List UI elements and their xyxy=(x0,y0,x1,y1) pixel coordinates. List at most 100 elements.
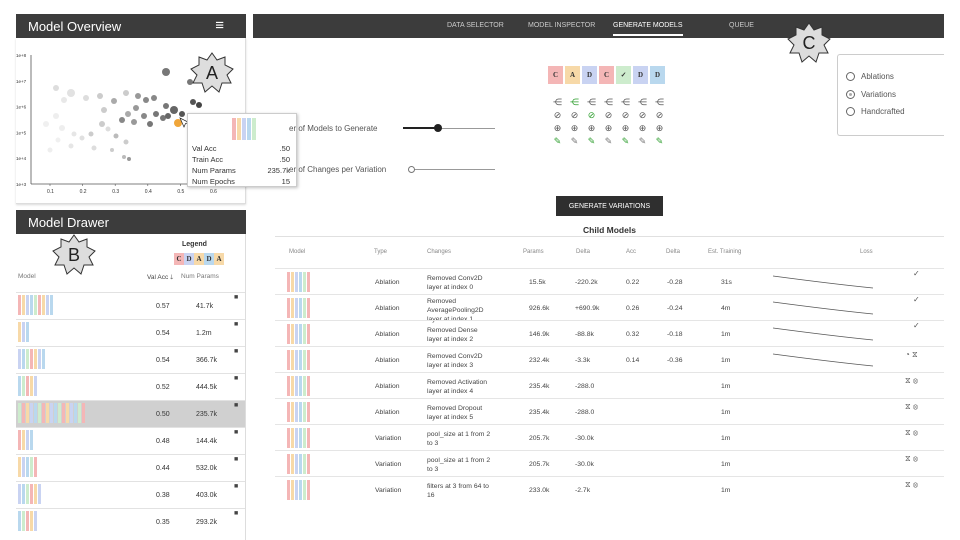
child-model-row[interactable]: Variation filters at 3 from 64 to 16 233.0k… xyxy=(275,476,944,502)
expand-icon[interactable]: ⋲ xyxy=(638,97,647,107)
drawer-row[interactable]: 0.50 235.7k ■ xyxy=(16,400,245,427)
drawer-row[interactable]: 0.35 293.2k ■ xyxy=(16,508,245,535)
model-point[interactable] xyxy=(97,93,103,99)
drawer-row[interactable]: 0.44 532.0k ■ xyxy=(16,454,245,481)
model-point[interactable] xyxy=(135,93,141,99)
model-point[interactable] xyxy=(174,119,182,127)
model-point[interactable] xyxy=(151,95,157,101)
variations-radio[interactable] xyxy=(846,90,855,99)
remove-layer-icon[interactable]: ⊘ xyxy=(587,110,596,120)
remove-layer-icon[interactable]: ⊘ xyxy=(604,110,613,120)
edit-layer-icon[interactable]: ✎ xyxy=(604,136,613,146)
row-status-icons[interactable]: ⧖ ⊗ xyxy=(905,454,919,463)
row-status-icons[interactable]: ✓ xyxy=(913,321,920,330)
model-point[interactable] xyxy=(196,102,202,108)
handcrafted-radio[interactable] xyxy=(846,107,855,116)
row-status-icons[interactable]: ⧖ ⊗ xyxy=(905,402,919,411)
model-point[interactable] xyxy=(127,157,131,161)
model-point[interactable] xyxy=(162,68,170,76)
trash-icon[interactable]: ■ xyxy=(234,429,239,436)
trash-icon[interactable]: ■ xyxy=(234,321,239,328)
row-status-icons[interactable]: ✓ xyxy=(913,295,920,304)
remove-layer-icon[interactable]: ⊘ xyxy=(621,110,630,120)
trash-icon[interactable]: ■ xyxy=(234,348,239,355)
model-point[interactable] xyxy=(55,137,61,143)
tab-data-selector[interactable]: DATA SELECTOR xyxy=(447,22,504,29)
model-point[interactable] xyxy=(133,105,139,111)
option-variations[interactable]: Variations xyxy=(846,90,896,99)
model-point[interactable] xyxy=(101,107,107,113)
generate-variations-button[interactable]: GENERATE VARIATIONS xyxy=(556,196,663,216)
child-model-row[interactable]: Variation pool_size at 1 from 2 to 3 205.7k… xyxy=(275,450,944,476)
child-model-row[interactable]: Ablation Removed Conv2D layer at index 0 15… xyxy=(275,268,944,294)
model-point[interactable] xyxy=(165,113,171,119)
changes-per-variation-slider[interactable] xyxy=(408,166,495,173)
model-point[interactable] xyxy=(122,155,126,159)
layer-chip[interactable]: D xyxy=(633,66,648,84)
model-point[interactable] xyxy=(99,121,105,127)
model-point[interactable] xyxy=(123,139,129,145)
col-val-acc-header[interactable]: Val Acc 🡓 xyxy=(147,274,174,281)
child-model-row[interactable]: Ablation Removed Dense layer at index 2 146… xyxy=(275,320,944,346)
trash-icon[interactable]: ■ xyxy=(234,294,239,301)
model-point[interactable] xyxy=(43,121,49,127)
model-point[interactable] xyxy=(119,117,125,123)
child-model-row[interactable]: Ablation Removed Conv2D layer at index 3 23… xyxy=(275,346,944,372)
layer-operation-icons[interactable]: ⋲ ⋲ ⋲ ⋲ ⋲ ⋲ ⋲ ⊘ ⊘ ⊘ ⊘ ⊘ ⊘ ⊘ ⊕ ⊕ ⊕ ⊕ ⊕ ⊕ ⊕ ✎ ✎ ✎ ✎ ✎ ✎ ✎ xyxy=(549,96,668,148)
drawer-row[interactable]: 0.38 403.0k ■ xyxy=(16,481,245,508)
model-point[interactable] xyxy=(160,115,166,121)
drawer-row[interactable]: 0.54 1.2m ■ xyxy=(16,319,245,346)
tab-generate-models[interactable]: GENERATE MODELS xyxy=(613,22,683,36)
model-point[interactable] xyxy=(110,148,114,152)
row-status-icons[interactable]: ⧖ ⊗ xyxy=(905,428,919,437)
model-point[interactable] xyxy=(83,95,89,101)
expand-icon[interactable]: ⋲ xyxy=(655,97,664,107)
trash-icon[interactable]: ■ xyxy=(234,402,239,409)
tab-model-inspector[interactable]: MODEL INSPECTOR xyxy=(528,22,596,29)
model-point[interactable] xyxy=(79,135,85,141)
model-point[interactable] xyxy=(113,133,119,139)
tab-queue[interactable]: QUEUE xyxy=(729,22,754,29)
expand-icon[interactable]: ⋲ xyxy=(604,97,613,107)
trash-icon[interactable]: ■ xyxy=(234,456,239,463)
option-ablations[interactable]: Ablations xyxy=(846,72,894,81)
edit-layer-icon[interactable]: ✎ xyxy=(570,136,579,146)
model-point[interactable] xyxy=(153,111,159,117)
row-status-icons[interactable]: ⧖ ⊗ xyxy=(905,376,919,385)
remove-layer-icon[interactable]: ⊘ xyxy=(638,110,647,120)
drawer-row[interactable]: 0.52 444.5k ■ xyxy=(16,373,245,400)
overview-scatter-plot[interactable]: 1e+8 1e+7 1e+6 1e+5 1e+4 1e+3 0.1 0.2 0.3 0.4 0.5 0… xyxy=(16,38,246,204)
hamburger-menu-icon[interactable]: ≡ xyxy=(215,17,224,34)
search-layer-icon[interactable]: ⊕ xyxy=(604,123,613,133)
layer-chip[interactable]: A xyxy=(565,66,580,84)
expand-icon[interactable]: ⋲ xyxy=(553,97,562,107)
edit-layer-icon[interactable]: ✎ xyxy=(638,136,647,146)
model-point[interactable] xyxy=(88,131,94,137)
drawer-row[interactable]: 0.57 41.7k ■ xyxy=(16,292,245,319)
slider-handle[interactable] xyxy=(434,124,442,132)
slider-handle[interactable] xyxy=(408,166,415,173)
model-point[interactable] xyxy=(111,98,117,104)
child-model-row[interactable]: Ablation Removed AveragePooling2D layer at … xyxy=(275,294,944,323)
ablations-radio[interactable] xyxy=(846,72,855,81)
search-layer-icon[interactable]: ⊕ xyxy=(570,123,579,133)
model-point[interactable] xyxy=(125,111,131,117)
model-point[interactable] xyxy=(131,119,137,125)
model-point[interactable] xyxy=(105,126,111,132)
edit-layer-icon[interactable]: ✎ xyxy=(655,136,664,146)
trash-icon[interactable]: ■ xyxy=(234,483,239,490)
model-point[interactable] xyxy=(170,106,178,114)
layer-chip[interactable]: D xyxy=(582,66,597,84)
model-point[interactable] xyxy=(163,103,169,109)
trash-icon[interactable]: ■ xyxy=(234,510,239,517)
model-point[interactable] xyxy=(59,125,65,131)
search-layer-icon[interactable]: ⊕ xyxy=(638,123,647,133)
child-model-row[interactable]: Variation pool_size at 1 from 2 to 3 205.7k… xyxy=(275,424,944,450)
model-point[interactable] xyxy=(190,99,196,105)
edit-layer-icon[interactable]: ✎ xyxy=(587,136,596,146)
model-point[interactable] xyxy=(91,145,97,151)
row-status-icons[interactable]: ⧖ ⊗ xyxy=(905,480,919,489)
model-point[interactable] xyxy=(179,111,185,117)
drawer-row[interactable]: 0.54 366.7k ■ xyxy=(16,346,245,373)
layer-chip[interactable]: C xyxy=(599,66,614,84)
